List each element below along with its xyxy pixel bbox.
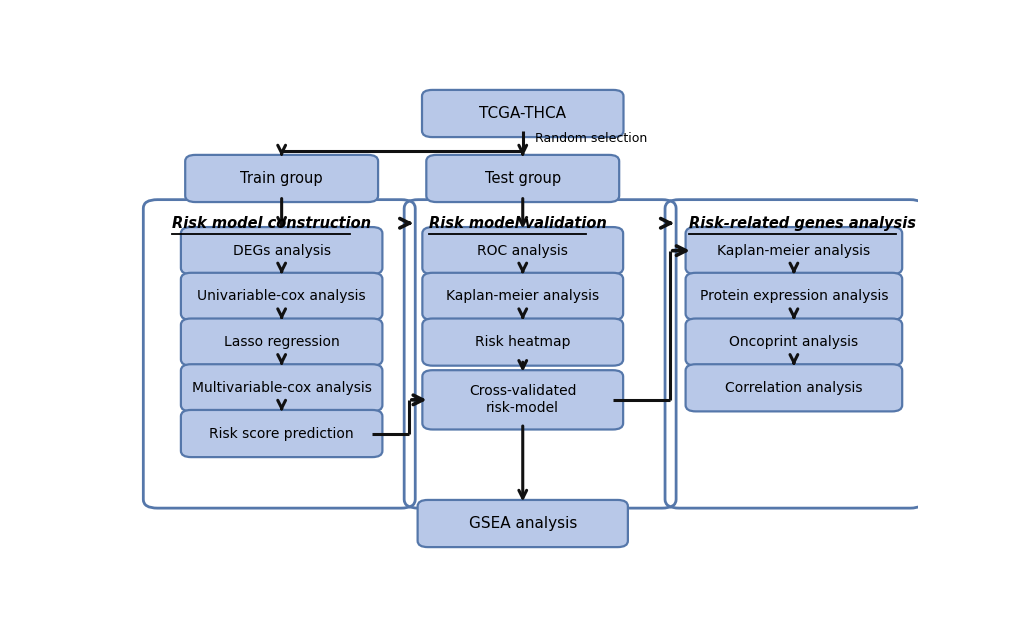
Text: Univariable-cox analysis: Univariable-cox analysis bbox=[197, 289, 366, 303]
Text: Risk heatmap: Risk heatmap bbox=[475, 335, 570, 349]
Text: Test group: Test group bbox=[484, 171, 560, 186]
Text: Kaplan-meier analysis: Kaplan-meier analysis bbox=[445, 289, 599, 303]
Text: Train group: Train group bbox=[240, 171, 323, 186]
FancyBboxPatch shape bbox=[185, 155, 378, 202]
Text: Risk model construction: Risk model construction bbox=[171, 216, 370, 231]
FancyBboxPatch shape bbox=[422, 227, 623, 274]
Text: Multivariable-cox analysis: Multivariable-cox analysis bbox=[192, 381, 371, 395]
FancyBboxPatch shape bbox=[180, 319, 382, 366]
Text: Correlation analysis: Correlation analysis bbox=[725, 381, 862, 395]
FancyBboxPatch shape bbox=[180, 227, 382, 274]
Text: Random selection: Random selection bbox=[534, 132, 646, 145]
FancyBboxPatch shape bbox=[180, 410, 382, 457]
Text: GSEA analysis: GSEA analysis bbox=[468, 516, 577, 531]
FancyBboxPatch shape bbox=[685, 272, 902, 320]
Text: Lasso regression: Lasso regression bbox=[223, 335, 339, 349]
Text: TCGA-THCA: TCGA-THCA bbox=[479, 106, 566, 121]
FancyBboxPatch shape bbox=[422, 272, 623, 320]
FancyBboxPatch shape bbox=[417, 500, 628, 547]
FancyBboxPatch shape bbox=[685, 364, 902, 411]
FancyBboxPatch shape bbox=[422, 319, 623, 366]
FancyBboxPatch shape bbox=[685, 227, 902, 274]
FancyBboxPatch shape bbox=[685, 319, 902, 366]
FancyBboxPatch shape bbox=[180, 364, 382, 411]
Text: Risk score prediction: Risk score prediction bbox=[209, 426, 354, 441]
Text: Risk model validation: Risk model validation bbox=[429, 216, 606, 231]
Text: Kaplan-meier analysis: Kaplan-meier analysis bbox=[716, 244, 869, 258]
Text: Protein expression analysis: Protein expression analysis bbox=[699, 289, 888, 303]
FancyBboxPatch shape bbox=[422, 90, 623, 137]
FancyBboxPatch shape bbox=[180, 272, 382, 320]
Text: Oncoprint analysis: Oncoprint analysis bbox=[729, 335, 858, 349]
Text: ROC analysis: ROC analysis bbox=[477, 244, 568, 258]
FancyBboxPatch shape bbox=[422, 370, 623, 429]
FancyBboxPatch shape bbox=[426, 155, 619, 202]
Text: Cross-validated
risk-model: Cross-validated risk-model bbox=[469, 384, 576, 416]
Text: Risk-related genes analysis: Risk-related genes analysis bbox=[688, 216, 915, 231]
Text: DEGs analysis: DEGs analysis bbox=[232, 244, 330, 258]
